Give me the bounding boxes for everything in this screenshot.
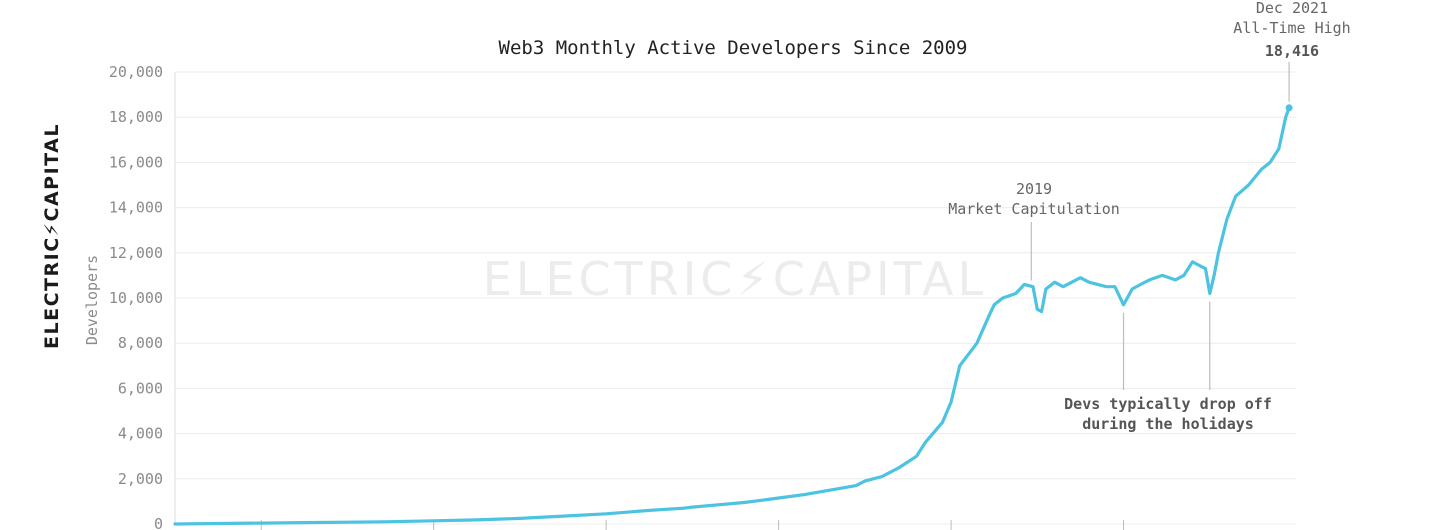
y-tick-label: 0 bbox=[154, 515, 163, 530]
all-time-high-label: All-Time High bbox=[1233, 19, 1350, 37]
all-time-high-point bbox=[1285, 104, 1293, 112]
y-tick-label: 16,000 bbox=[109, 153, 163, 171]
y-axis-ticks: 0 2,000 4,000 6,000 8,000 10,000 12,000 14,000 1… bbox=[109, 63, 163, 530]
brand-logo: ELECTRIC⚡CAPITAL bbox=[41, 123, 63, 349]
gridlines bbox=[174, 71, 1296, 525]
y-tick-label: 8,000 bbox=[118, 334, 163, 352]
y-tick-label: 4,000 bbox=[118, 425, 163, 443]
y-tick-label: 12,000 bbox=[109, 244, 163, 262]
y-axis-label: Developers bbox=[83, 255, 101, 345]
chart-title: Web3 Monthly Active Developers Since 200… bbox=[499, 37, 968, 59]
y-tick-label: 2,000 bbox=[118, 470, 163, 488]
y-tick-label: 14,000 bbox=[109, 199, 163, 217]
y-tick-label: 10,000 bbox=[109, 289, 163, 307]
market-capitulation-year: 2019 bbox=[1016, 180, 1052, 198]
all-time-high-value: 18,416 bbox=[1265, 42, 1319, 60]
developers-series-line bbox=[173, 106, 1291, 526]
holiday-annotation-line2: during the holidays bbox=[1082, 415, 1254, 433]
y-tick-label: 20,000 bbox=[109, 63, 163, 81]
y-tick-label: 6,000 bbox=[118, 379, 163, 397]
watermark: ELECTRIC⚡CAPITAL bbox=[483, 252, 987, 306]
holiday-annotation-line1: Devs typically drop off bbox=[1064, 395, 1272, 413]
market-capitulation-label: Market Capitulation bbox=[948, 200, 1120, 218]
all-time-high-date: Dec 2021 bbox=[1256, 0, 1328, 17]
y-tick-label: 18,000 bbox=[109, 108, 163, 126]
